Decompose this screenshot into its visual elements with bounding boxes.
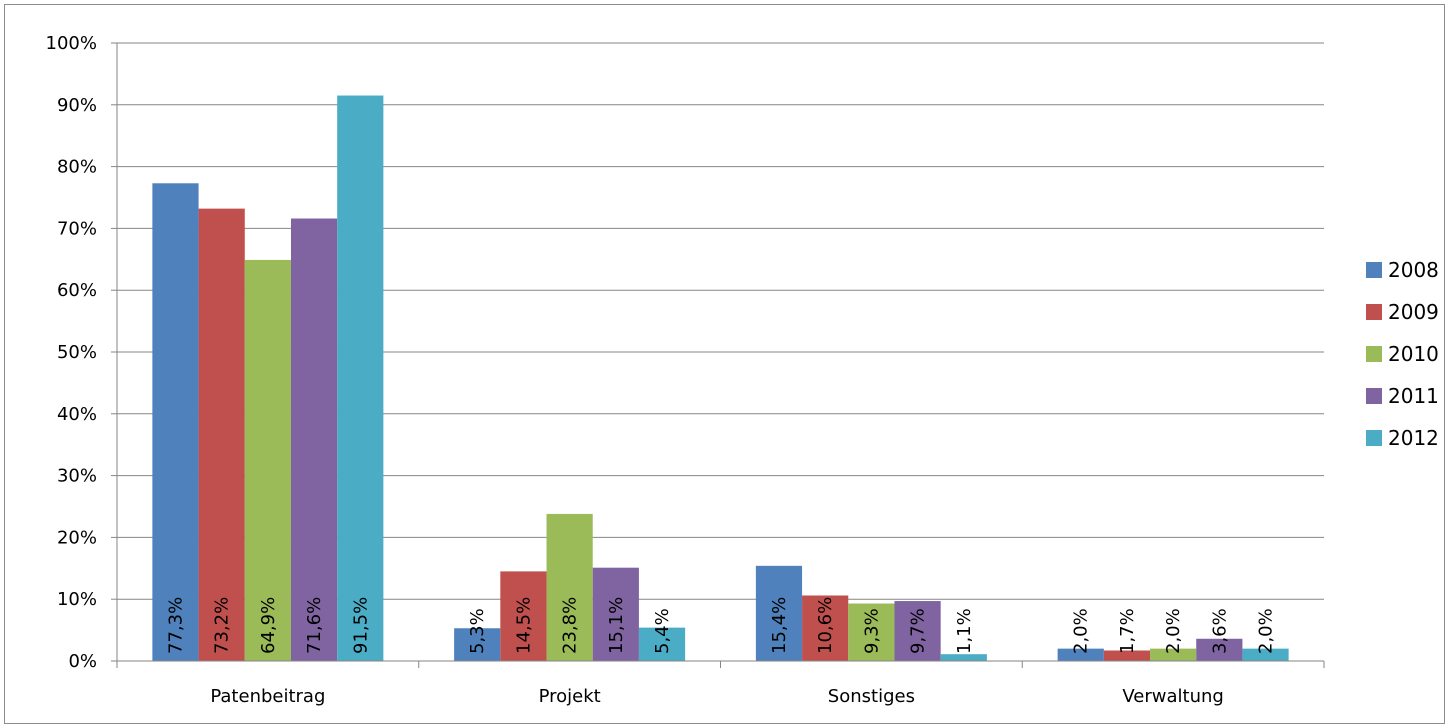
data-label: 10,6% (815, 597, 836, 654)
legend-swatch-2011 (1366, 388, 1382, 404)
legend-label: 2010 (1388, 342, 1439, 366)
bars: 77,3% 73,2% 64,9% 71,6% 91,5% 5,3% 14,5% 23,8% 1… (152, 95, 1289, 661)
data-label: 91,5% (350, 597, 371, 654)
y-tick-label: 20% (57, 527, 97, 548)
bar-2010-projekt (546, 513, 593, 661)
x-tick-label: Patenbeitrag (210, 686, 325, 707)
y-tick-label: 100% (46, 33, 97, 54)
bar-2011-verwaltung (1196, 638, 1243, 661)
data-label: 1,1% (954, 608, 975, 654)
data-label: 64,9% (258, 597, 279, 654)
data-label: 2,0% (1256, 608, 1277, 654)
y-axis: 0% 10% 20% 30% 40% 50% 60% 70% 80% 90% 100% (46, 33, 118, 672)
data-label: 23,8% (560, 597, 581, 654)
bar-2009-verwaltung (1103, 650, 1151, 661)
bar-2009-projekt (500, 571, 547, 661)
y-tick-label: 80% (57, 157, 97, 178)
y-tick-label: 60% (57, 280, 97, 301)
data-label: 71,6% (304, 597, 325, 654)
data-label: 73,2% (212, 597, 233, 654)
bar-2010-patenbeitrag (244, 259, 291, 661)
x-tick-label: Verwaltung (1122, 686, 1223, 707)
bar-2011-sonstiges (894, 601, 941, 661)
legend: 2008 2009 2010 2011 2012 (1366, 258, 1439, 450)
bar-2008-projekt (454, 628, 501, 661)
data-label: 15,1% (606, 597, 627, 654)
legend-label: 2011 (1388, 384, 1439, 408)
legend-label: 2008 (1388, 258, 1439, 282)
data-label: 15,4% (769, 597, 790, 654)
data-label: 3,6% (1209, 608, 1230, 654)
bar-2012-patenbeitrag (337, 95, 384, 661)
data-label: 2,0% (1163, 608, 1184, 654)
y-tick-label: 40% (57, 404, 97, 425)
y-tick-label: 90% (57, 95, 97, 116)
legend-label: 2012 (1388, 426, 1439, 450)
bar-2008-verwaltung (1057, 648, 1104, 661)
x-axis: Patenbeitrag Projekt Sonstiges Verwaltung (116, 660, 1325, 707)
y-tick-label: 70% (57, 218, 97, 239)
data-label: 5,3% (467, 608, 488, 654)
bar-2009-patenbeitrag (198, 208, 245, 661)
data-label: 77,3% (165, 597, 186, 654)
legend-swatch-2008 (1366, 262, 1382, 278)
x-tick-label: Sonstiges (828, 686, 915, 707)
bar-2008-sonstiges (755, 565, 803, 661)
data-label: 9,7% (908, 608, 929, 654)
bar-2012-verwaltung (1242, 648, 1289, 661)
bar-2011-projekt (592, 567, 639, 661)
legend-swatch-2009 (1366, 304, 1382, 320)
y-tick-label: 0% (68, 651, 97, 672)
bar-2011-patenbeitrag (290, 218, 338, 661)
bar-2012-projekt (638, 627, 686, 661)
bar-2012-sonstiges (940, 654, 987, 661)
legend-swatch-2012 (1366, 430, 1382, 446)
x-tick-label: Projekt (539, 686, 601, 707)
legend-label: 2009 (1388, 300, 1439, 324)
data-label: 1,7% (1117, 608, 1138, 654)
y-tick-label: 50% (57, 342, 97, 363)
y-tick-label: 30% (57, 466, 97, 487)
data-label: 2,0% (1071, 608, 1092, 654)
data-label: 5,4% (652, 608, 673, 654)
bar-2010-verwaltung (1150, 648, 1197, 661)
data-label: 9,3% (861, 608, 882, 654)
bar-2010-sonstiges (848, 603, 895, 661)
bar-2008-patenbeitrag (152, 183, 199, 661)
bar-2009-sonstiges (802, 595, 849, 661)
legend-swatch-2010 (1366, 346, 1382, 362)
y-tick-label: 10% (57, 589, 97, 610)
data-label: 14,5% (513, 597, 534, 654)
